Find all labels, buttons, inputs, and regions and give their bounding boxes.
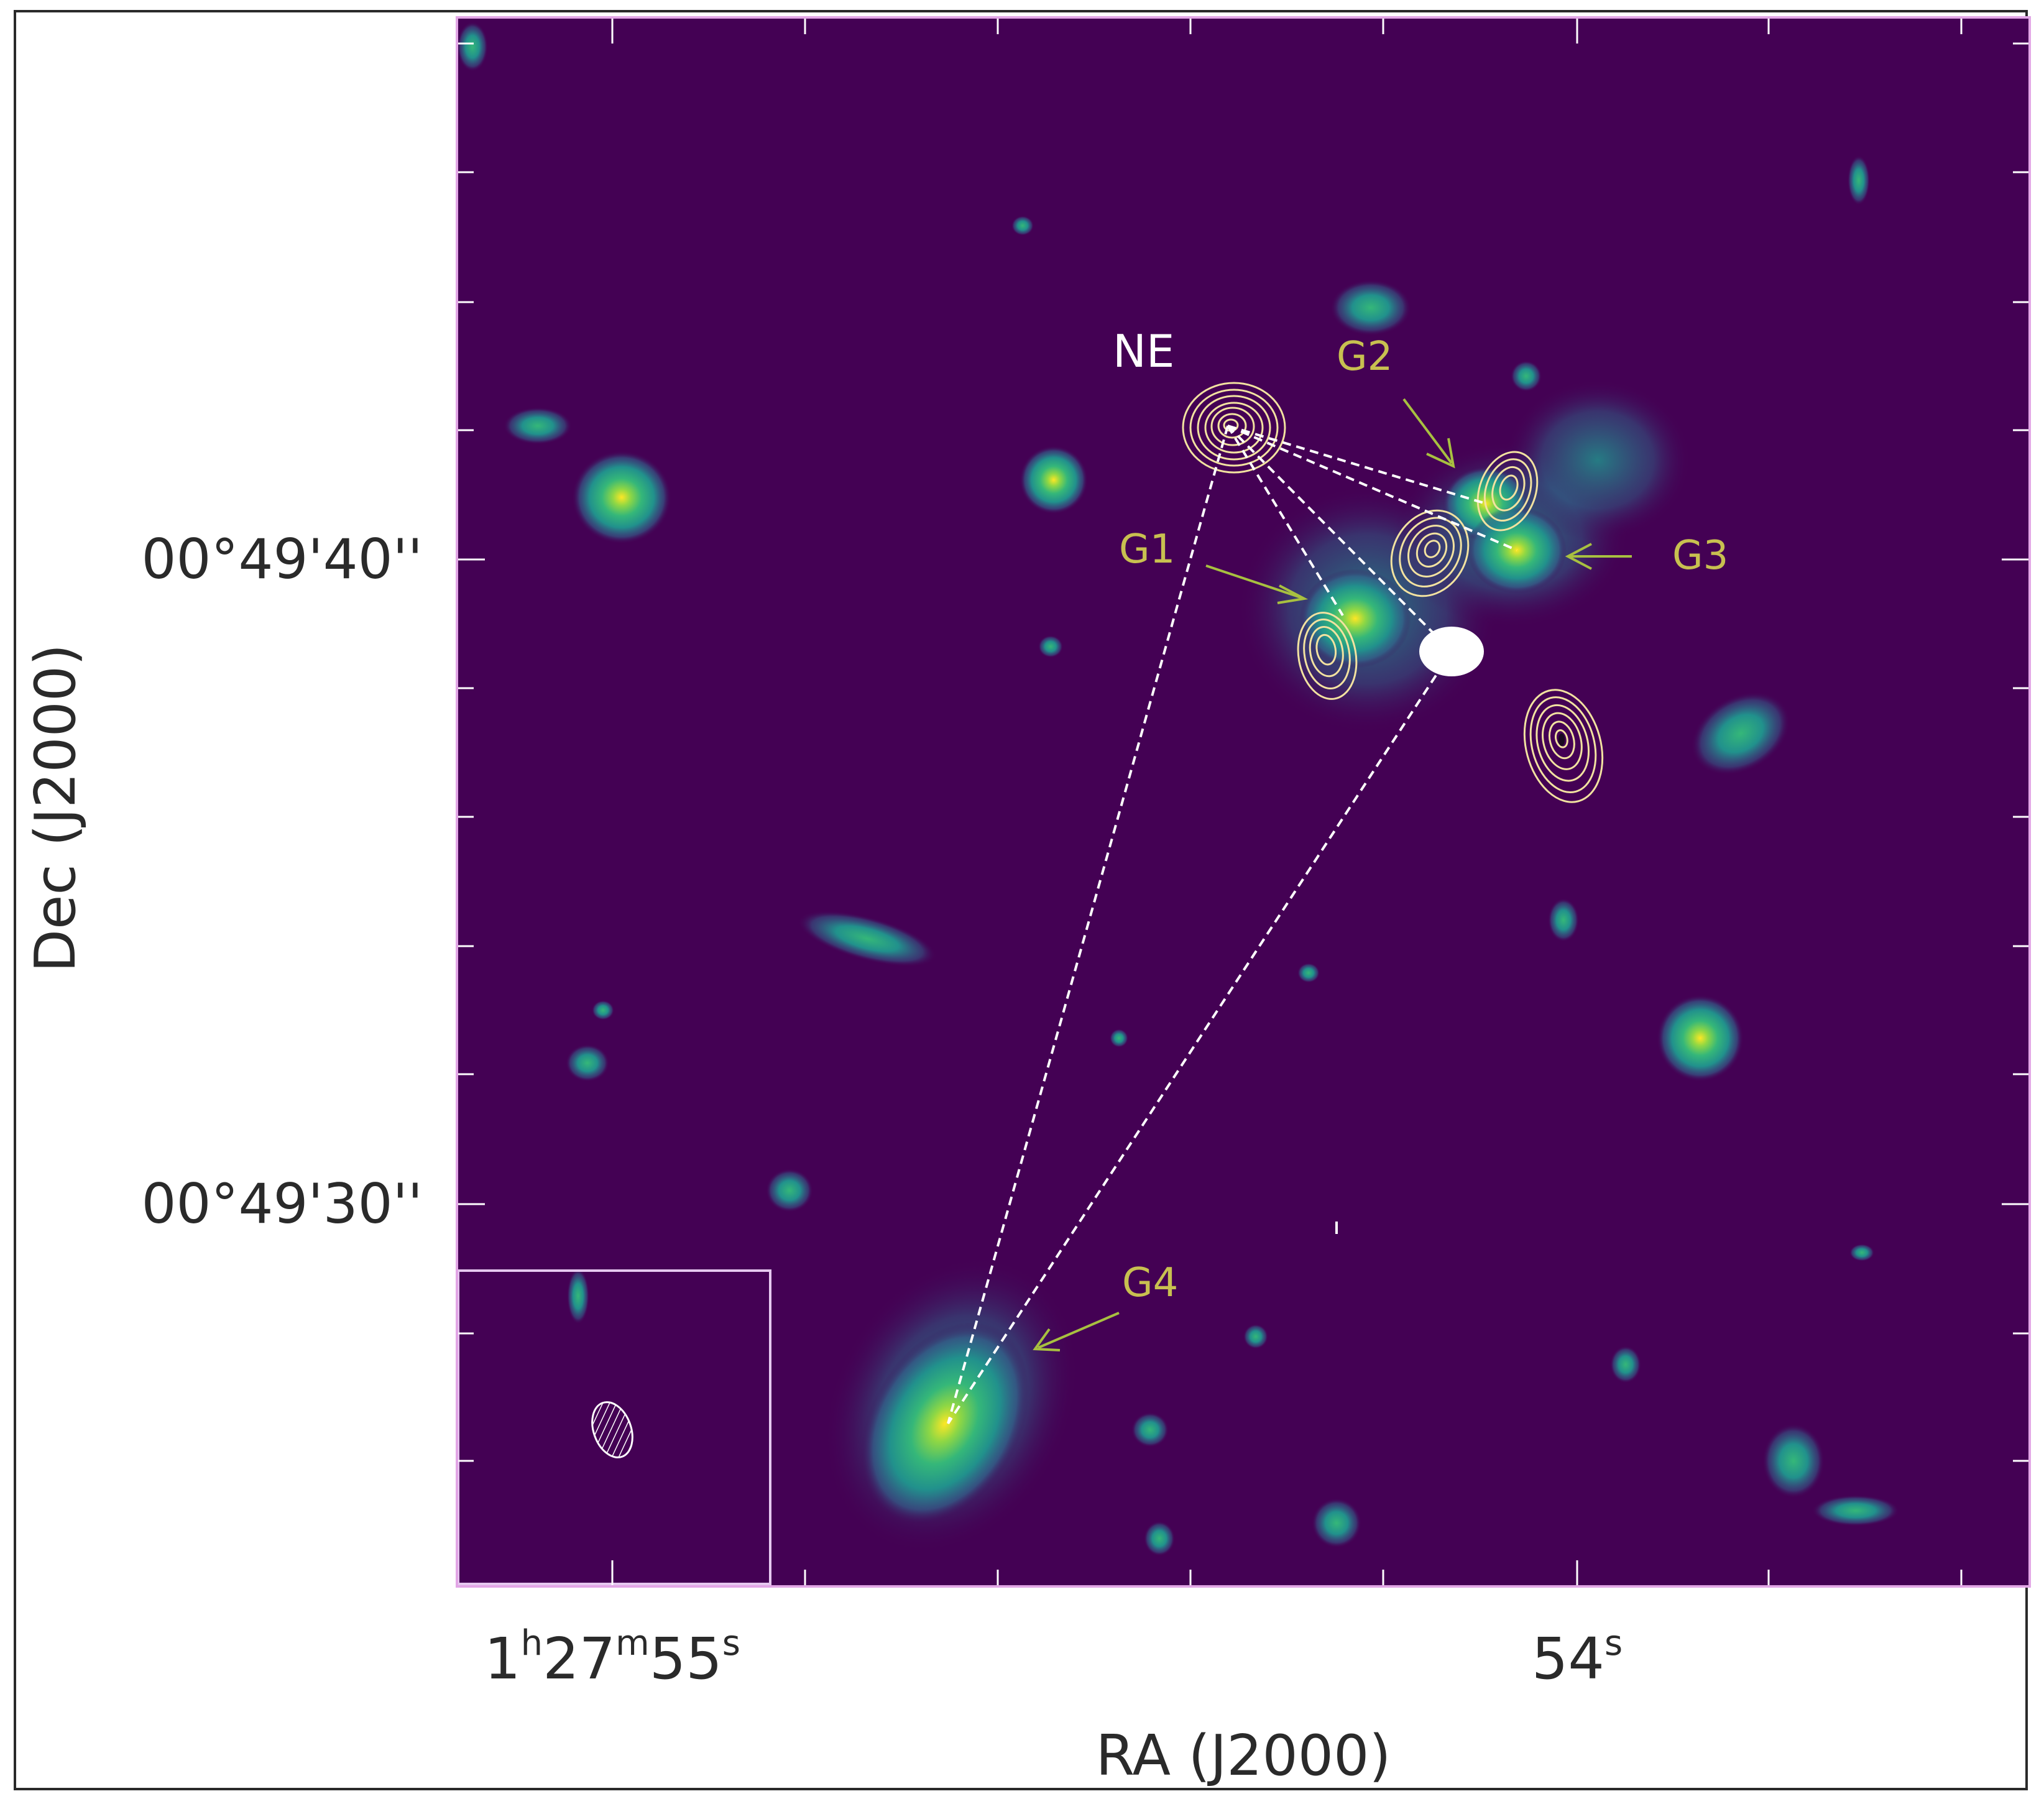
label-g1: G1 — [1119, 527, 1175, 573]
speck — [1335, 1222, 1338, 1234]
g1-contours — [1297, 612, 1358, 700]
g1-galaxy — [1299, 569, 1411, 668]
faint-source — [1144, 1521, 1175, 1556]
faint-source — [766, 1169, 813, 1212]
faint-source — [1812, 1495, 1899, 1526]
faint-source — [1849, 1244, 1874, 1261]
faint-source — [1330, 280, 1411, 336]
faint-source — [592, 1000, 614, 1020]
faint-source — [566, 1044, 609, 1082]
faint-source — [1110, 1029, 1128, 1047]
g3-contours — [1390, 509, 1470, 597]
x-axis-label: RA (J2000) — [1096, 1723, 1391, 1788]
g2-halo — [1504, 379, 1691, 541]
g1-arrow — [1205, 564, 1303, 599]
label-g3: G3 — [1672, 533, 1728, 579]
faint-source — [1548, 898, 1579, 942]
galaxy-arrows — [1033, 398, 1632, 1351]
galaxy-source — [572, 451, 671, 544]
faint-source — [1762, 1424, 1825, 1498]
faint-source — [1511, 361, 1542, 392]
label-ne: NE — [1113, 325, 1174, 377]
g2-arrow — [1402, 398, 1453, 464]
faint-source — [457, 22, 488, 71]
faint-source — [1691, 691, 1790, 776]
faint-source — [1312, 1498, 1361, 1548]
faint-source — [1011, 216, 1034, 236]
g4-arrow — [1038, 1312, 1120, 1349]
faint-source — [1243, 1324, 1268, 1349]
galaxy-source — [1020, 446, 1088, 514]
sky-background — [457, 17, 2030, 1586]
faint-source — [1848, 155, 1870, 205]
y-axis-label: Dec (J2000) — [23, 644, 88, 973]
g2-contours — [1476, 451, 1539, 532]
faint-source — [1610, 1346, 1641, 1383]
galaxy-source — [1657, 995, 1744, 1082]
faint-source — [567, 1268, 589, 1324]
label-g4: G4 — [1122, 1260, 1178, 1306]
faint-source — [504, 407, 572, 444]
synthesized-beam-icon — [591, 1401, 633, 1458]
x-tick-label-1: 54s — [1532, 1623, 1623, 1692]
sw-contours — [1523, 689, 1604, 803]
faint-source — [1131, 1412, 1169, 1447]
lens-lines — [947, 425, 1517, 1425]
y-tick-label: 00°49'40'' — [141, 527, 423, 591]
faint-source — [1297, 963, 1320, 983]
ne-contours — [1182, 382, 1286, 474]
x-tick-label-0: 1h27m55s — [484, 1623, 740, 1692]
faint-source — [1038, 635, 1063, 658]
axis-frame — [456, 16, 2031, 1588]
sw-contour-peak — [1558, 734, 1565, 746]
y-tick-label: 00°49'30'' — [141, 1172, 423, 1236]
g4-galaxy — [860, 1322, 1029, 1525]
sky-image — [457, 17, 2030, 1586]
label-g2: G2 — [1337, 334, 1393, 380]
faint-source — [798, 910, 937, 967]
